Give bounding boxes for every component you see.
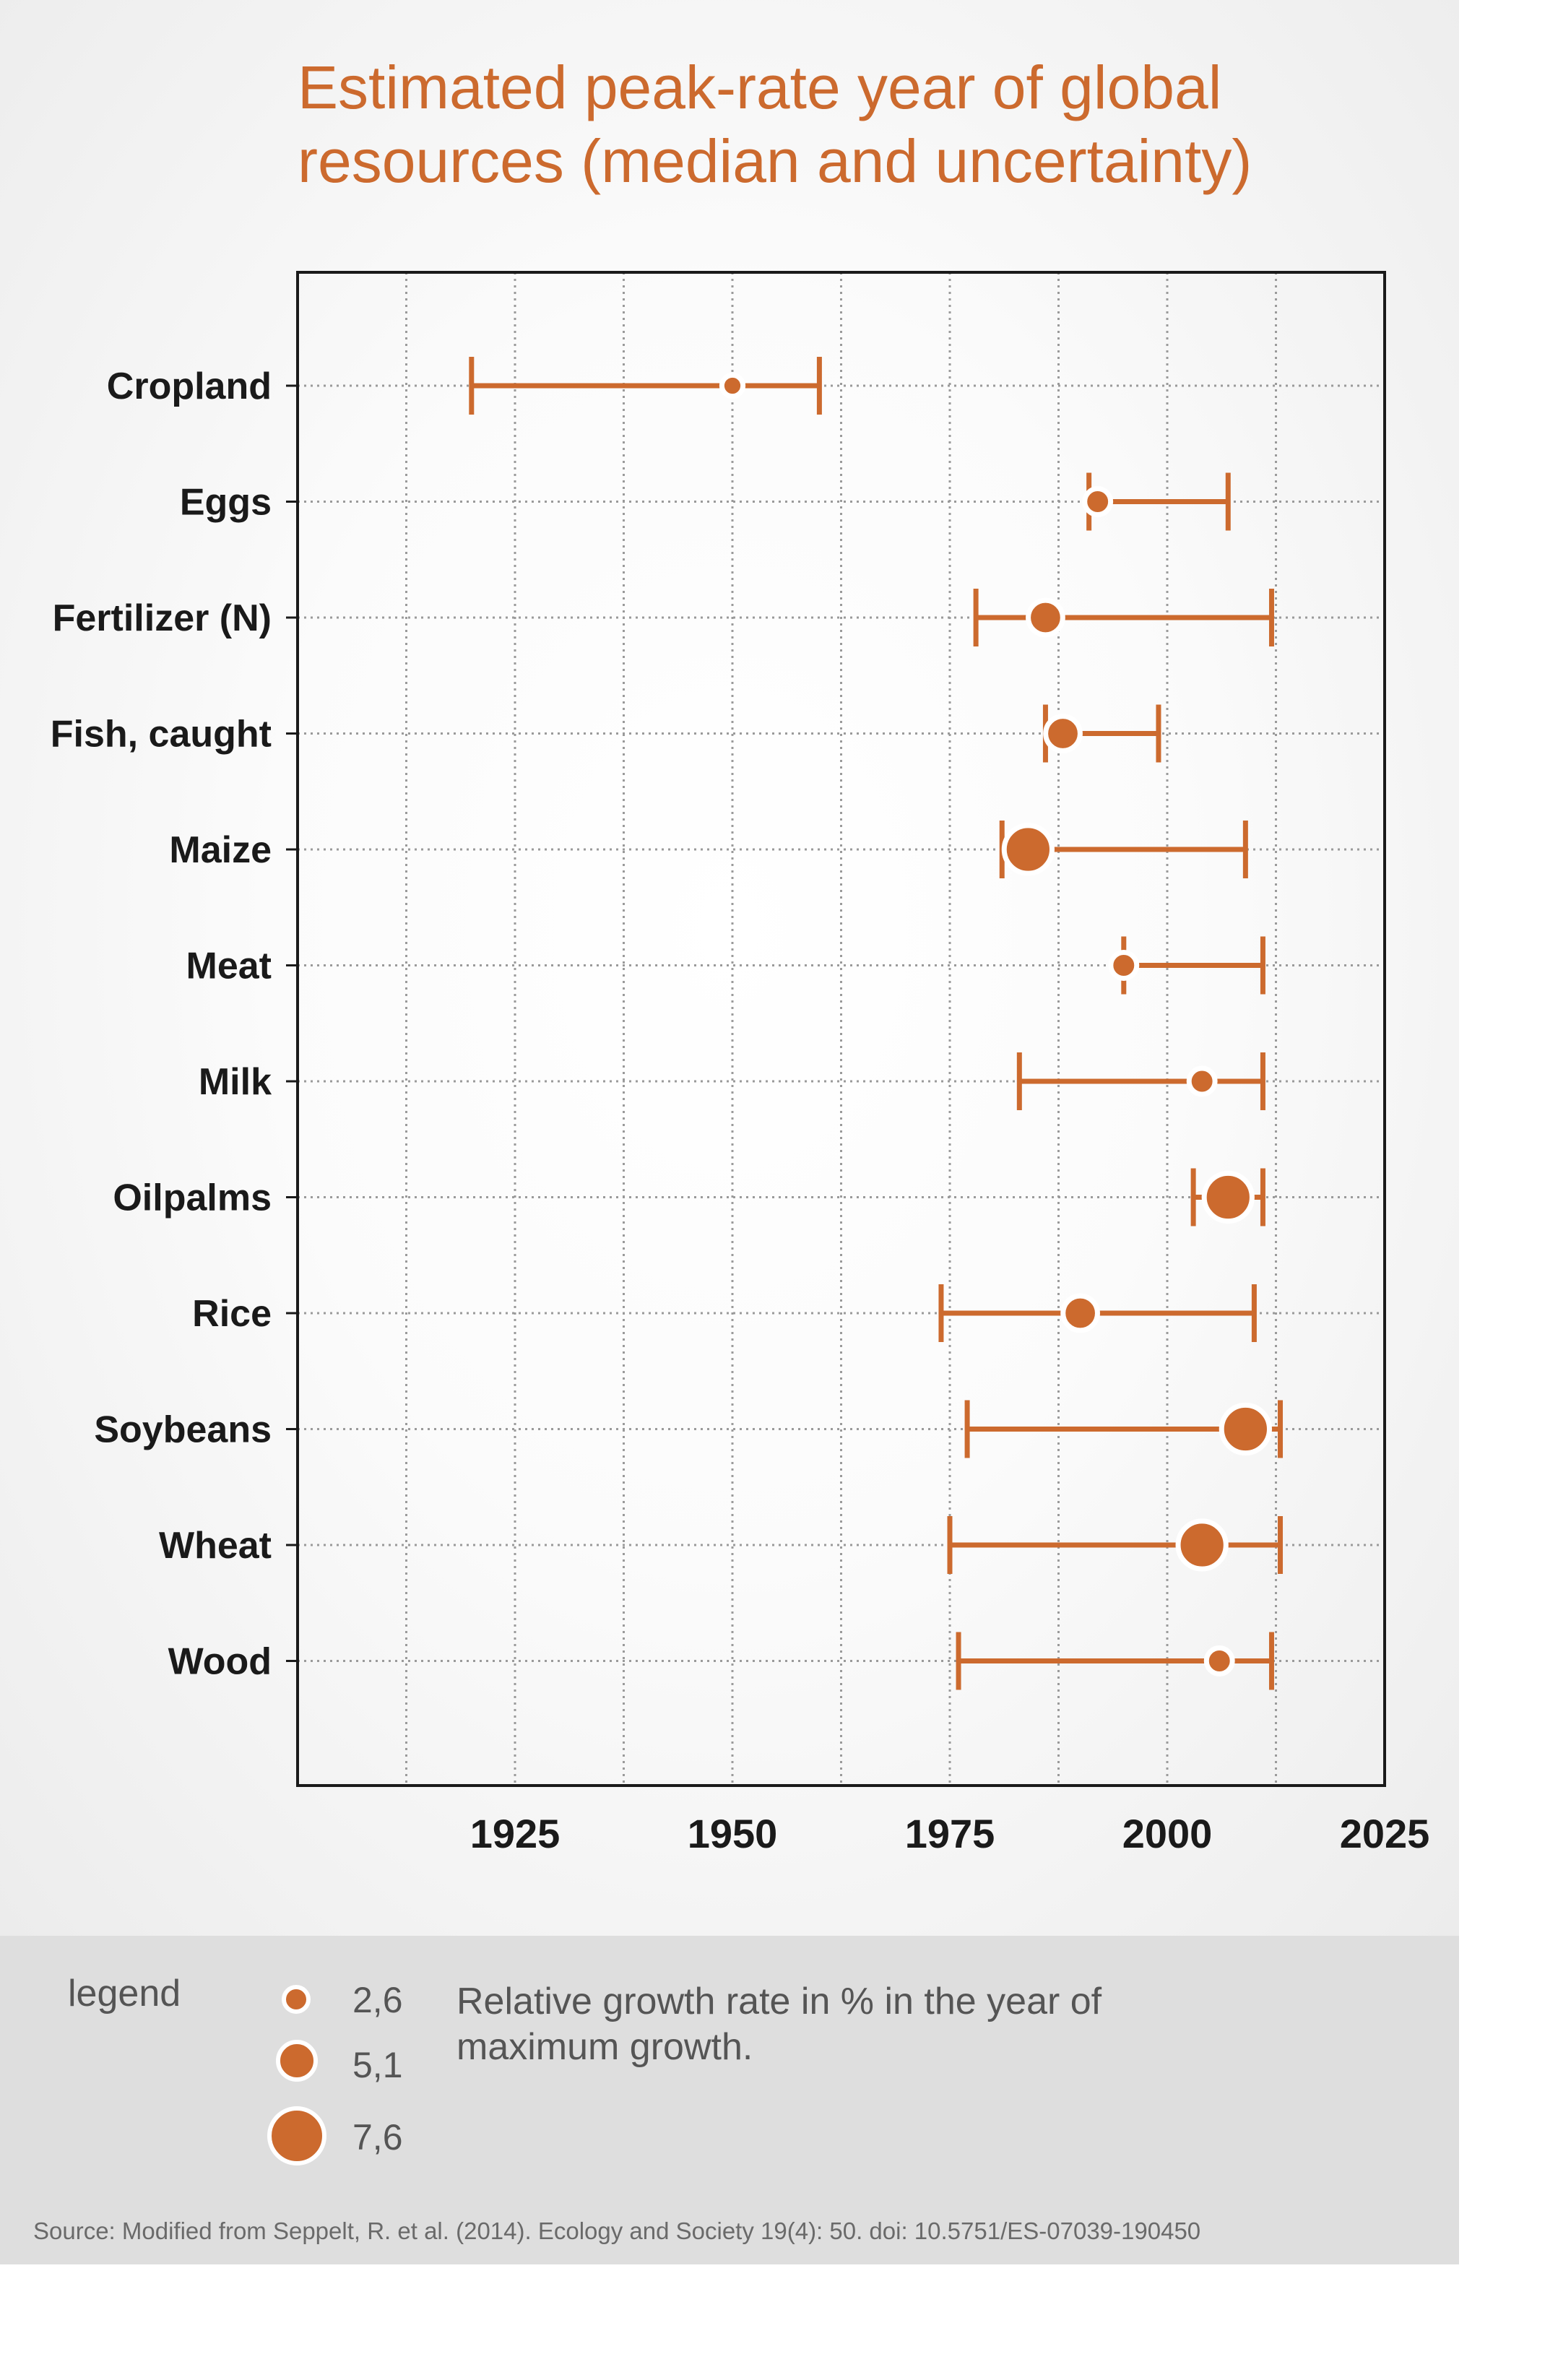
median-point — [1175, 1518, 1229, 1572]
category-label: Cropland — [107, 365, 272, 407]
x-tick-label: 1950 — [688, 1811, 778, 1856]
category-label: Meat — [186, 945, 272, 987]
chart-title: Estimated peak-rate year of global resou… — [298, 53, 1252, 196]
x-axis-tick-labels: 1925 1950 1975 2000 2025 — [470, 1811, 1430, 1856]
category-label: Wood — [168, 1641, 272, 1683]
median-point — [1108, 950, 1140, 981]
category-label: Wheat — [159, 1525, 272, 1567]
median-point — [1082, 486, 1114, 517]
median-point — [1201, 1170, 1255, 1224]
x-tick-label: 2000 — [1122, 1811, 1213, 1856]
plot-frame — [296, 271, 1386, 1787]
chart-svg: Cropland Eggs Fertilizer (N) Fish, caught Ma… — [51, 271, 1430, 1856]
category-label: Oilpalms — [113, 1177, 272, 1219]
legend-item-large: 7,6 — [260, 2100, 477, 2165]
legend-box — [0, 1936, 1459, 2264]
legend-value-large: 7,6 — [352, 2117, 403, 2158]
legend-dot-large — [267, 2106, 326, 2165]
median-point — [1043, 714, 1083, 753]
median-point — [719, 372, 746, 399]
legend-dot-small — [282, 1985, 311, 2014]
legend-description: Relative growth rate in % in the year of… — [456, 1981, 1102, 2069]
category-label: Soybeans — [94, 1409, 272, 1451]
category-label: Eggs — [180, 482, 272, 524]
category-label: Milk — [199, 1061, 272, 1103]
median-point — [1001, 823, 1055, 876]
legend-value-small: 2,6 — [352, 1980, 403, 2020]
category-label: Maize — [169, 829, 272, 871]
median-point — [1026, 597, 1065, 638]
legend-dot-medium — [276, 2040, 318, 2082]
x-tick-label: 1975 — [905, 1811, 995, 1856]
category-label: Fertilizer (N) — [53, 597, 272, 639]
median-point — [1186, 1065, 1218, 1097]
legend-value-medium: 5,1 — [352, 2045, 403, 2085]
x-tick-label: 1925 — [470, 1811, 561, 1856]
legend-item-small: 2,6 — [260, 1970, 477, 2035]
category-labels: Cropland Eggs Fertilizer (N) Fish, caught Ma… — [51, 365, 298, 1683]
x-tick-label: 2025 — [1340, 1811, 1430, 1856]
median-point — [1219, 1402, 1272, 1456]
data-marks — [469, 357, 1284, 1690]
legend-title: legend — [68, 1973, 181, 2015]
median-point — [1060, 1293, 1100, 1333]
category-label: Rice — [192, 1293, 272, 1335]
category-label: Fish, caught — [51, 714, 272, 756]
legend-item-medium: 5,1 — [260, 2028, 477, 2093]
source-note: Source: Modified from Seppelt, R. et al.… — [33, 2217, 1201, 2244]
median-point — [1203, 1645, 1235, 1676]
